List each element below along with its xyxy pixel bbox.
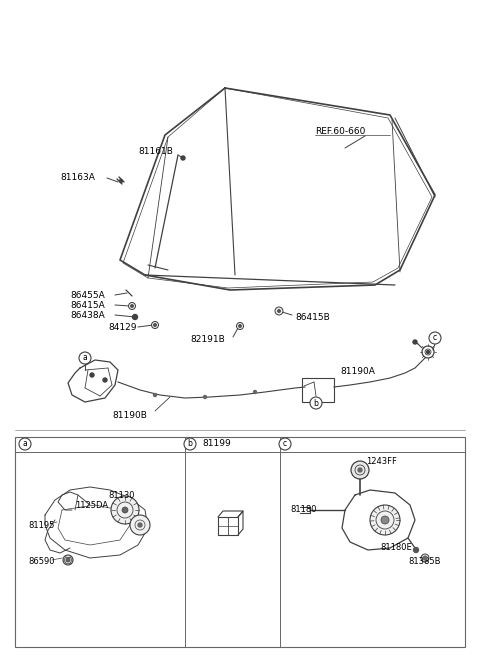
Text: 81180E: 81180E: [380, 544, 412, 553]
Circle shape: [181, 156, 185, 160]
Circle shape: [63, 555, 73, 565]
Text: 86438A: 86438A: [70, 310, 105, 320]
Circle shape: [427, 350, 430, 354]
Text: a: a: [83, 354, 87, 362]
Circle shape: [138, 523, 142, 527]
Bar: [15, 437, 465, 647]
Circle shape: [421, 554, 429, 562]
Circle shape: [130, 515, 150, 535]
Circle shape: [413, 548, 419, 553]
Text: 81199: 81199: [202, 440, 231, 449]
Circle shape: [253, 390, 256, 394]
Text: 1243FF: 1243FF: [366, 457, 397, 466]
Circle shape: [66, 558, 70, 562]
Circle shape: [237, 322, 243, 329]
Text: 86455A: 86455A: [70, 291, 105, 299]
Text: 86415B: 86415B: [295, 314, 330, 322]
Circle shape: [413, 340, 417, 344]
Circle shape: [132, 314, 137, 320]
Text: a: a: [23, 440, 27, 449]
Text: c: c: [433, 333, 437, 343]
Text: 81163A: 81163A: [60, 174, 95, 183]
Text: b: b: [188, 440, 192, 449]
Circle shape: [154, 394, 156, 396]
Circle shape: [79, 352, 91, 364]
Text: 86415A: 86415A: [70, 301, 105, 310]
Circle shape: [204, 396, 206, 398]
Circle shape: [279, 438, 291, 450]
Circle shape: [120, 179, 122, 183]
Circle shape: [239, 324, 241, 328]
Bar: [302, 378, 334, 402]
Text: b: b: [313, 398, 318, 407]
Text: 81385B: 81385B: [408, 557, 441, 567]
Text: 81161B: 81161B: [138, 147, 173, 157]
Circle shape: [184, 438, 196, 450]
Circle shape: [310, 397, 322, 409]
Circle shape: [122, 507, 128, 513]
Text: 81190A: 81190A: [340, 367, 375, 377]
Circle shape: [131, 305, 133, 307]
Text: 84129: 84129: [108, 324, 136, 333]
Text: 81130: 81130: [108, 491, 134, 500]
Circle shape: [90, 373, 94, 377]
Text: 82191B: 82191B: [190, 335, 225, 345]
Circle shape: [429, 332, 441, 344]
Circle shape: [423, 556, 427, 560]
Circle shape: [358, 468, 362, 472]
Text: 81195: 81195: [28, 521, 54, 529]
Circle shape: [103, 378, 107, 382]
Text: 81180: 81180: [290, 506, 316, 514]
Circle shape: [152, 322, 158, 329]
Circle shape: [370, 505, 400, 535]
Text: c: c: [283, 440, 287, 449]
Circle shape: [154, 324, 156, 326]
Text: 1125DA: 1125DA: [75, 502, 108, 510]
Circle shape: [275, 307, 283, 315]
Text: 81190B: 81190B: [113, 411, 147, 419]
Circle shape: [129, 303, 135, 310]
Circle shape: [277, 310, 280, 312]
Text: 86590: 86590: [28, 557, 55, 567]
Circle shape: [351, 461, 369, 479]
Circle shape: [381, 516, 389, 524]
Circle shape: [19, 438, 31, 450]
Circle shape: [111, 496, 139, 524]
Text: REF.60-660: REF.60-660: [315, 128, 365, 136]
